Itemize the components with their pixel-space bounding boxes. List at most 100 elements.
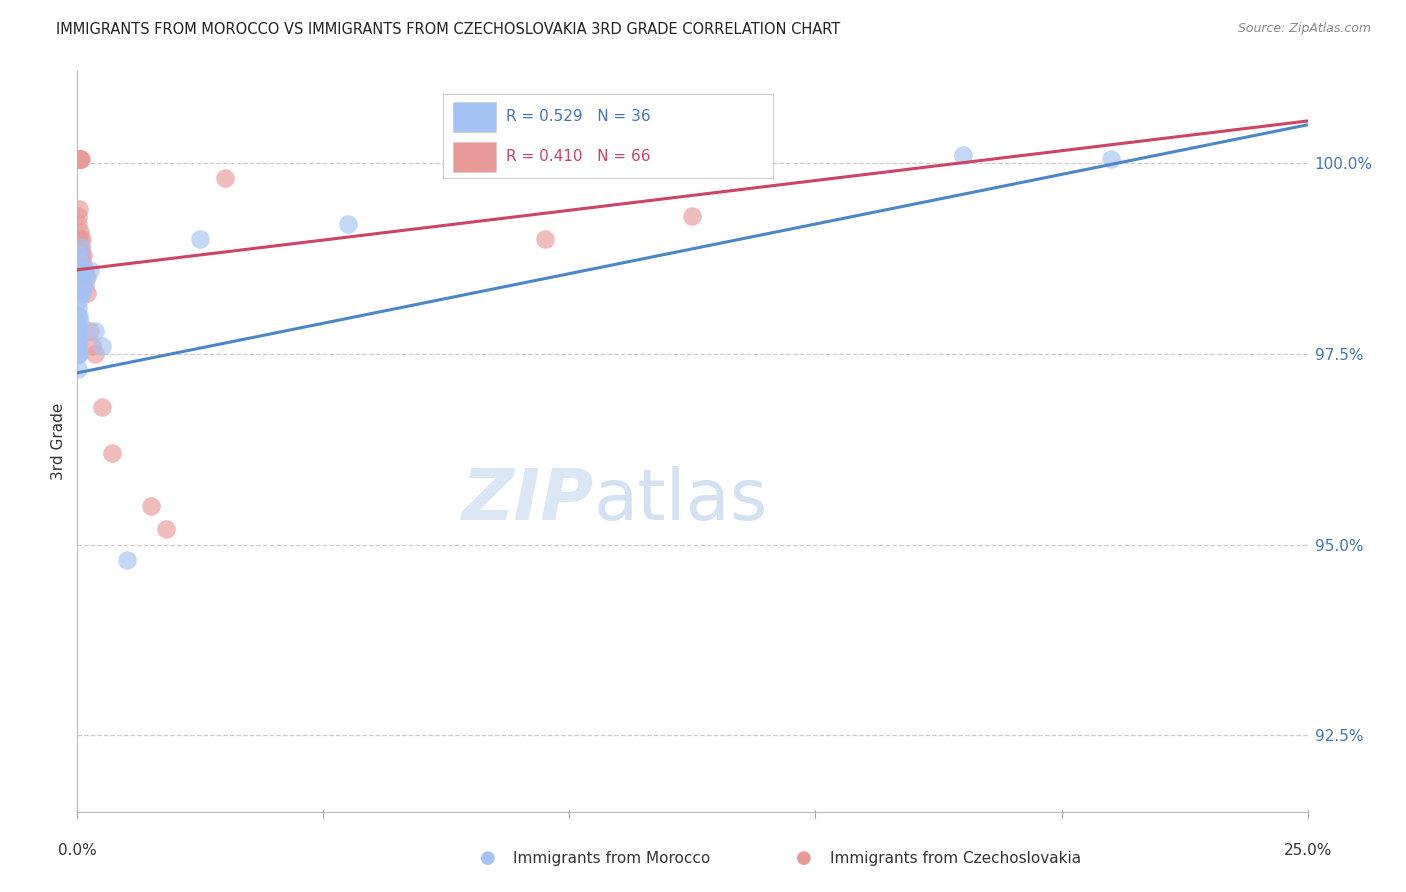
Point: [66, 152, 89, 166]
Point: [101, 446, 124, 460]
Text: 0.0%: 0.0%: [58, 843, 97, 858]
Point: [66, 309, 89, 323]
Point: [66, 247, 89, 261]
Point: [82, 339, 104, 353]
Point: [67, 152, 90, 166]
Point: [69, 285, 91, 300]
Point: [79, 262, 101, 277]
Point: [69, 255, 91, 269]
Point: [67, 293, 90, 308]
Point: [67, 240, 90, 254]
Point: [67, 152, 90, 166]
Point: [70, 232, 93, 246]
Point: [66, 152, 89, 166]
Text: R = 0.529   N = 36: R = 0.529 N = 36: [506, 109, 651, 124]
Point: [141, 500, 163, 514]
Text: ZIP: ZIP: [461, 467, 595, 535]
Point: [67, 347, 90, 361]
Point: [67, 152, 90, 166]
Bar: [453, 103, 496, 132]
Point: [70, 285, 93, 300]
Point: [67, 152, 90, 166]
Point: [67, 331, 90, 345]
Point: [67, 152, 90, 166]
Bar: [453, 142, 496, 171]
Point: [67, 324, 90, 338]
Point: [66, 210, 89, 224]
Point: [70, 262, 93, 277]
Point: [66, 152, 89, 166]
Point: [66, 331, 89, 345]
Point: [69, 240, 91, 254]
Point: [72, 247, 94, 261]
Point: [69, 152, 91, 166]
Point: [76, 285, 98, 300]
Point: [67, 262, 90, 277]
Point: [67, 347, 90, 361]
Point: [67, 285, 90, 300]
Point: [66, 362, 89, 376]
Point: [115, 553, 138, 567]
Point: [73, 262, 96, 277]
Point: [70, 247, 93, 261]
Point: [66, 152, 89, 166]
Point: [76, 270, 98, 285]
Point: [67, 217, 90, 231]
Point: [66, 347, 89, 361]
Text: ●: ●: [796, 849, 813, 867]
Point: [69, 262, 91, 277]
Text: R = 0.410   N = 66: R = 0.410 N = 66: [506, 149, 650, 164]
Point: [72, 278, 94, 293]
Text: 25.0%: 25.0%: [1284, 843, 1331, 858]
Point: [72, 262, 94, 277]
Point: [67, 152, 90, 166]
Point: [69, 232, 91, 246]
Point: [69, 316, 91, 330]
Point: [67, 278, 90, 293]
Point: [67, 152, 90, 166]
Point: [67, 202, 90, 216]
Point: [67, 262, 90, 277]
Point: [67, 152, 90, 166]
Point: [90, 400, 114, 414]
Point: [69, 152, 91, 166]
Point: [69, 152, 91, 166]
Point: [67, 247, 90, 261]
Point: [66, 324, 89, 338]
Point: [66, 152, 89, 166]
Point: [66, 152, 89, 166]
Point: [67, 270, 90, 285]
Text: IMMIGRANTS FROM MOROCCO VS IMMIGRANTS FROM CZECHOSLOVAKIA 3RD GRADE CORRELATION : IMMIGRANTS FROM MOROCCO VS IMMIGRANTS FR…: [56, 22, 841, 37]
Point: [67, 309, 90, 323]
Point: [69, 152, 91, 166]
Point: [69, 270, 91, 285]
Point: [66, 152, 89, 166]
Point: [70, 240, 93, 254]
Point: [83, 324, 105, 338]
Point: [90, 339, 114, 353]
Point: [67, 270, 90, 285]
Point: [67, 152, 90, 166]
Point: [67, 247, 90, 261]
Point: [337, 217, 360, 231]
Point: [75, 270, 97, 285]
Point: [155, 522, 177, 536]
Text: ●: ●: [479, 849, 496, 867]
Point: [66, 152, 89, 166]
Point: [67, 301, 90, 315]
Point: [69, 270, 91, 285]
Text: Source: ZipAtlas.com: Source: ZipAtlas.com: [1237, 22, 1371, 36]
Point: [73, 278, 96, 293]
Point: [67, 152, 90, 166]
Point: [188, 232, 212, 246]
Point: [66, 339, 89, 353]
Point: [69, 152, 91, 166]
Point: [66, 152, 89, 166]
Text: Immigrants from Morocco: Immigrants from Morocco: [513, 851, 710, 865]
Point: [70, 255, 93, 269]
Point: [67, 316, 90, 330]
Point: [67, 240, 90, 254]
Point: [534, 232, 557, 246]
Point: [952, 148, 974, 162]
Point: [66, 152, 89, 166]
